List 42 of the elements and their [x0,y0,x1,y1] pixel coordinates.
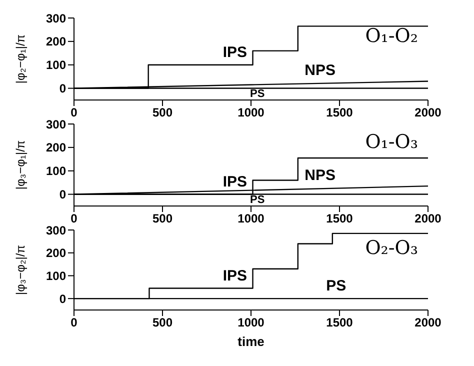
y-tick-label: 300 [46,223,66,238]
y-tick-label: 0 [59,188,66,202]
x-tick-label: 0 [70,212,78,226]
series-label: PS [326,278,346,295]
series-label: NPS [304,62,336,80]
y-tick-label: 300 [46,11,66,26]
x-tick-label: 2000 [414,106,442,120]
x-tick-label: 1000 [238,316,265,330]
x-tick-label: 0 [70,316,78,330]
x-tick-label: 1500 [326,212,354,226]
y-tick-label: 300 [46,117,66,132]
y-tick-label: 200 [46,140,66,155]
y-axis-title: |φ₂−φ₁|/π [13,34,28,84]
x-tick-label: 0 [70,106,78,120]
y-tick-label: 100 [46,58,66,72]
series-label: PS [250,88,265,100]
y-axis-title: |φ₃−φ₁|/π [13,140,28,190]
x-tick-label: 500 [152,212,173,226]
annotation: O₁-O₃ [365,131,418,153]
annotation: O₁-O₂ [365,25,418,47]
x-tick-label: 1500 [326,316,354,330]
series-label: PS [250,194,265,206]
x-tick-label: 2000 [414,316,442,330]
y-tick-label: 100 [46,268,66,283]
y-axis-title: |φ₃−φ₂|/π [13,245,28,295]
x-tick-label: 500 [152,316,173,330]
x-tick-label: 500 [152,106,173,120]
x-tick-label: 1500 [326,106,354,120]
y-tick-label: 200 [46,34,66,49]
annotation: O₂-O₃ [365,237,418,259]
y-tick-label: 0 [59,82,66,96]
series-label: NPS [304,167,336,184]
series-label: IPS [222,173,247,190]
y-tick-label: 100 [46,164,66,178]
x-axis-title: time [238,334,264,349]
series-label: IPS [222,267,247,284]
x-tick-label: 2000 [414,212,442,226]
x-tick-label: 1000 [238,212,265,226]
y-tick-label: 0 [59,292,66,306]
y-tick-label: 200 [46,246,66,260]
series-label: IPS [222,44,247,61]
x-tick-label: 1000 [238,106,265,120]
